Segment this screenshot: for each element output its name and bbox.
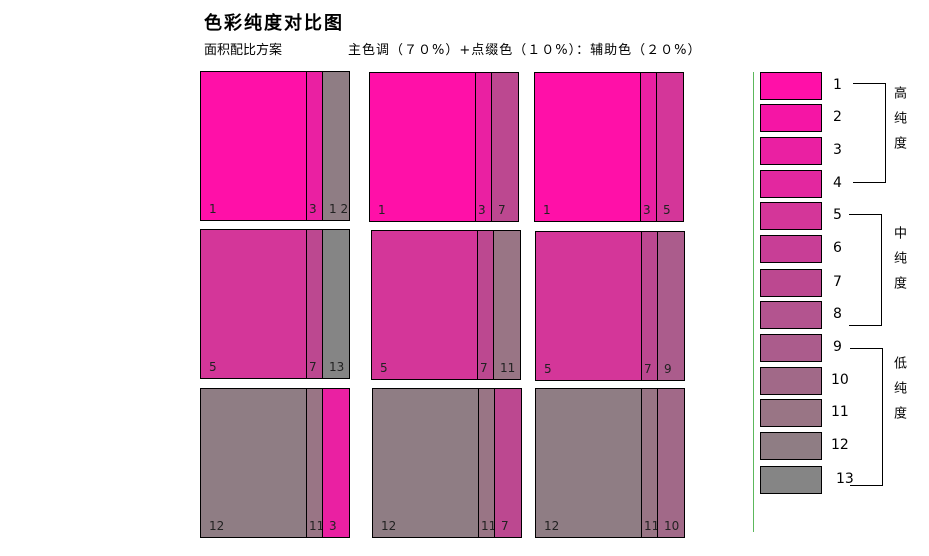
block-label: 5 <box>380 361 388 375</box>
legend-label-7: 7 <box>833 274 842 290</box>
secondary-color-block: 9 <box>657 232 684 380</box>
legend-swatch-3 <box>760 137 822 165</box>
block-label: 1 <box>543 203 551 217</box>
group-label-mid-saturation: 中纯度 <box>891 226 906 301</box>
block-label: 3 <box>478 203 486 217</box>
secondary-color-block: 5 <box>656 73 683 221</box>
group-bracket <box>853 83 886 183</box>
legend-swatch-9 <box>760 334 822 362</box>
legend-label-13: 13 <box>836 471 854 487</box>
block-label: 1 <box>209 202 217 216</box>
legend-swatch-13 <box>760 466 822 494</box>
legend-label-4: 4 <box>833 175 842 191</box>
secondary-color-block: 3 <box>322 389 349 537</box>
divider-line <box>753 72 754 532</box>
main-color-block: 1 <box>370 73 475 221</box>
block-label: 12 <box>209 519 225 533</box>
legend-label-12: 12 <box>831 437 849 453</box>
main-color-block: 5 <box>201 230 306 378</box>
legend-swatch-11 <box>760 399 822 427</box>
secondary-color-block: 13 <box>322 230 349 378</box>
legend-swatch-8 <box>760 301 822 329</box>
main-color-block: 1 <box>535 73 640 221</box>
block-label: 9 <box>664 362 672 376</box>
main-color-block: 12 <box>373 389 478 537</box>
block-label: 11 <box>644 519 660 533</box>
secondary-color-block: 7 <box>494 389 521 537</box>
block-label: 5 <box>663 203 671 217</box>
legend-swatch-5 <box>760 202 822 230</box>
group-bracket <box>850 348 883 486</box>
block-label: 1 2 <box>329 202 349 216</box>
block-label: 7 <box>501 519 509 533</box>
main-color-block: 5 <box>536 232 641 380</box>
block-label: 12 <box>544 519 560 533</box>
accent-color-block: 3 <box>640 73 656 221</box>
accent-color-block: 7 <box>306 230 322 378</box>
accent-color-block: 7 <box>641 232 657 380</box>
legend-swatch-10 <box>760 367 822 395</box>
legend-swatch-2 <box>760 104 822 132</box>
secondary-color-block: 7 <box>491 73 518 221</box>
page-title: 色彩纯度对比图 <box>204 13 344 34</box>
legend-label-2: 2 <box>833 109 842 125</box>
accent-color-block: 11 <box>306 389 325 537</box>
accent-color-block: 11 <box>641 389 660 537</box>
legend-label-11: 11 <box>831 404 849 420</box>
panel-5: 5 7 11 <box>371 230 521 380</box>
secondary-color-block: 1 2 <box>322 72 349 220</box>
group-label-high-saturation: 高纯度 <box>891 86 906 161</box>
secondary-color-block: 11 <box>493 231 520 379</box>
panel-4: 5 7 13 <box>200 229 350 379</box>
subtitle-area-ratio: 面积配比方案 <box>204 43 283 58</box>
block-label: 7 <box>309 360 317 374</box>
block-label: 7 <box>498 203 506 217</box>
main-color-block: 5 <box>372 231 477 379</box>
panel-9: 12 11 10 <box>535 388 685 538</box>
legend-label-1: 1 <box>833 77 842 93</box>
panel-1: 1 3 1 2 <box>200 71 350 221</box>
accent-color-block: 7 <box>477 231 493 379</box>
secondary-color-block: 10 <box>657 389 684 537</box>
accent-color-block: 11 <box>478 389 497 537</box>
block-label: 7 <box>480 361 488 375</box>
accent-color-block: 3 <box>475 73 491 221</box>
main-color-block: 12 <box>201 389 306 537</box>
legend-label-10: 10 <box>831 372 849 388</box>
block-label: 3 <box>309 202 317 216</box>
block-label: 12 <box>381 519 397 533</box>
block-label: 10 <box>664 519 680 533</box>
legend-label-5: 5 <box>833 207 842 223</box>
legend-swatch-4 <box>760 170 822 198</box>
legend-swatch-1 <box>760 72 822 100</box>
panel-8: 12 11 7 <box>372 388 522 538</box>
block-label: 11 <box>500 361 516 375</box>
legend-swatch-12 <box>760 432 822 460</box>
main-color-block: 12 <box>536 389 641 537</box>
panel-7: 12 11 3 <box>200 388 350 538</box>
block-label: 5 <box>209 360 217 374</box>
accent-color-block: 3 <box>306 72 322 220</box>
block-label: 11 <box>309 519 325 533</box>
group-bracket <box>849 214 882 326</box>
block-label: 11 <box>481 519 497 533</box>
legend-label-6: 6 <box>833 240 842 256</box>
block-label: 13 <box>329 360 345 374</box>
legend-label-8: 8 <box>833 306 842 322</box>
block-label: 3 <box>329 519 337 533</box>
legend-label-3: 3 <box>833 142 842 158</box>
block-label: 1 <box>378 203 386 217</box>
group-label-low-saturation: 低纯度 <box>891 356 906 431</box>
block-label: 7 <box>644 362 652 376</box>
block-label: 5 <box>544 362 552 376</box>
legend-swatch-7 <box>760 269 822 297</box>
subtitle-ratio-scheme: 主色调（７０%）+点缀色（１０%）：辅助色（２０%） <box>348 43 702 58</box>
main-color-block: 1 <box>201 72 306 220</box>
legend-label-9: 9 <box>833 339 842 355</box>
block-label: 3 <box>643 203 651 217</box>
legend-swatch-6 <box>760 235 822 263</box>
